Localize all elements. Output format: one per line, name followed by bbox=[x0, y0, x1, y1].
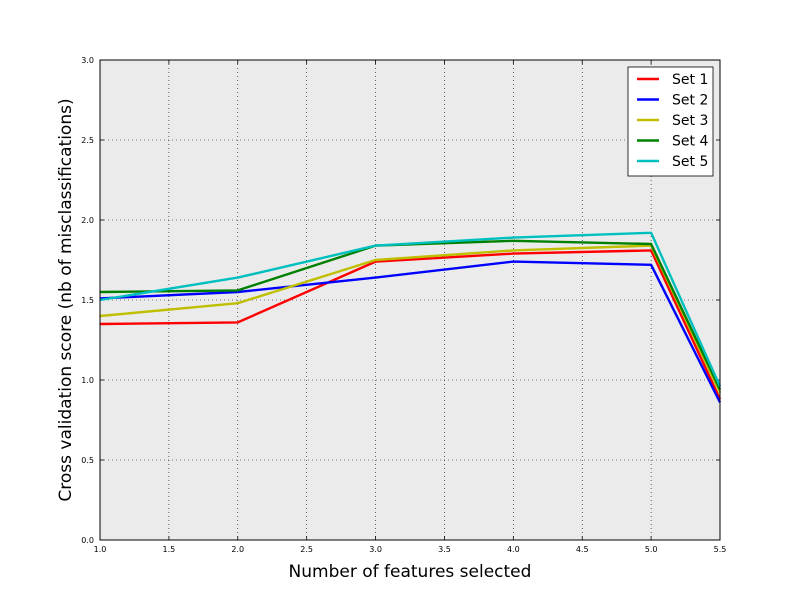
legend: Set 1 Set 2 Set 3 Set 4 Set 5 bbox=[627, 66, 714, 177]
y-tick-label: 3.0 bbox=[81, 56, 94, 65]
y-tick-label: 1.0 bbox=[81, 376, 94, 385]
y-axis-label: Cross validation score (nb of misclassif… bbox=[56, 98, 76, 501]
x-tick-label: 2.5 bbox=[300, 545, 313, 554]
y-tick-label: 2.5 bbox=[81, 136, 94, 145]
x-tick-label: 3.0 bbox=[369, 545, 382, 554]
series-lines bbox=[99, 231, 722, 403]
y-tick-label: 2.0 bbox=[81, 216, 94, 225]
y-tick-label: 0.5 bbox=[81, 456, 94, 465]
x-axis-label: Number of features selected bbox=[289, 562, 532, 582]
x-tick-label: 1.5 bbox=[163, 545, 176, 554]
series-line-set-5 bbox=[99, 231, 722, 387]
y-tick-label: 1.5 bbox=[81, 296, 94, 305]
legend-label-set-3: Set 3 bbox=[672, 113, 708, 129]
legend-label-set-5: Set 5 bbox=[672, 154, 708, 170]
y-tick-label: 0.0 bbox=[81, 536, 94, 545]
series-line-set-4 bbox=[99, 239, 722, 391]
x-tick-label: 4.0 bbox=[507, 545, 520, 554]
legend-label-set-1: Set 1 bbox=[672, 72, 708, 88]
x-tick-label: 3.5 bbox=[438, 545, 451, 554]
x-tick-label: 2.0 bbox=[231, 545, 244, 554]
x-tick-label: 5.5 bbox=[714, 545, 727, 554]
legend-label-set-2: Set 2 bbox=[672, 93, 708, 109]
legend-label-set-4: Set 4 bbox=[672, 134, 708, 150]
x-tick-label: 1.0 bbox=[94, 545, 107, 554]
legend-box bbox=[627, 66, 714, 177]
series-line-set-1 bbox=[99, 249, 722, 400]
series-line-set-2 bbox=[99, 260, 722, 403]
plot-frame bbox=[99, 59, 721, 541]
axis-ticks: 1.0 1.5 2.0 2.5 3.0 3.5 4.0 4.5 5.0 5.5 0.0 0.5 1.0 1… bbox=[81, 56, 726, 554]
x-tick-label: 5.0 bbox=[645, 545, 658, 554]
x-tick-label: 4.5 bbox=[576, 545, 589, 554]
